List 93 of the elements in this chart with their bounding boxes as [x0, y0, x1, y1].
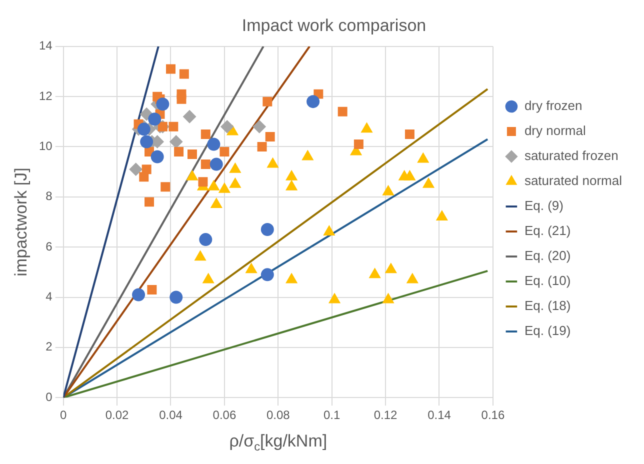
x-tick-label: 0.04	[159, 408, 183, 422]
point	[132, 288, 146, 302]
legend-label: Eq. (9)	[524, 198, 564, 214]
point	[385, 263, 397, 274]
point	[382, 185, 394, 196]
point	[187, 150, 197, 160]
y-tick-label: 10	[38, 139, 53, 154]
point	[286, 180, 298, 190]
y-tick-label: 6	[46, 239, 53, 254]
point	[265, 132, 275, 142]
point	[286, 170, 298, 180]
x-tick-label: 0.12	[374, 408, 398, 422]
point	[156, 98, 170, 111]
point	[338, 106, 348, 116]
point	[140, 135, 154, 148]
point	[207, 138, 220, 151]
point	[174, 147, 184, 157]
y-axis-title: impactwork [J]	[12, 168, 31, 276]
x-tick-label: 0.06	[212, 408, 236, 422]
point	[404, 129, 414, 139]
point	[148, 112, 162, 126]
point	[260, 223, 274, 236]
point	[404, 170, 416, 180]
point	[194, 250, 206, 261]
point	[137, 122, 150, 136]
point	[323, 226, 335, 236]
point	[144, 197, 154, 207]
point	[302, 150, 314, 160]
point	[199, 233, 212, 246]
point	[210, 158, 223, 171]
point	[198, 177, 208, 187]
point	[210, 198, 222, 208]
point	[262, 96, 272, 106]
point	[436, 210, 448, 220]
point	[229, 178, 241, 188]
point	[246, 263, 257, 274]
legend-label: saturated normal	[524, 173, 622, 188]
point	[229, 162, 241, 173]
x-tick-label: 0.08	[266, 408, 290, 422]
point	[202, 273, 214, 284]
y-tick-label: 12	[38, 88, 53, 103]
point	[220, 120, 234, 134]
x-tick-label: 0.16	[481, 408, 505, 422]
point	[328, 293, 340, 304]
point	[306, 95, 320, 108]
chart-title: Impact work comparison	[242, 16, 426, 35]
point	[186, 170, 198, 180]
point	[406, 273, 418, 284]
point	[170, 290, 183, 304]
point	[160, 182, 170, 192]
y-tick-label: 4	[46, 290, 53, 304]
point	[422, 178, 434, 188]
legend-label: Eq. (19)	[524, 323, 571, 338]
legend-label: dry frozen	[524, 98, 582, 114]
point	[267, 158, 278, 168]
point	[218, 182, 230, 193]
point	[417, 152, 429, 163]
legend-label: Eq. (18)	[524, 298, 571, 314]
point	[150, 150, 164, 164]
x-tick-label: 0.14	[428, 408, 452, 422]
legend-label: Eq. (21)	[524, 223, 571, 238]
point	[208, 180, 220, 190]
point	[166, 64, 176, 74]
x-tick-label: 0.02	[105, 408, 130, 422]
legend-label: saturated frozen	[524, 148, 618, 164]
point	[179, 69, 189, 79]
point	[142, 164, 152, 174]
point	[257, 142, 267, 152]
point	[168, 122, 178, 132]
point	[170, 135, 183, 148]
point	[361, 122, 372, 133]
point	[129, 162, 142, 176]
point	[260, 268, 274, 282]
point	[220, 147, 230, 157]
x-tick-label: 0.1	[324, 408, 341, 422]
legend-label: Eq. (20)	[524, 248, 571, 264]
legend-label: Eq. (10)	[524, 273, 571, 288]
point	[183, 110, 196, 124]
y-tick-label: 8	[46, 189, 53, 204]
point	[354, 139, 364, 149]
point	[200, 129, 210, 139]
point	[147, 284, 157, 294]
point	[200, 160, 210, 170]
x-tick-label: 0	[60, 408, 68, 422]
y-tick-label: 0	[46, 390, 53, 404]
point	[369, 268, 381, 278]
y-tick-label: 2	[46, 340, 53, 354]
legend-label: dry normal	[524, 123, 586, 138]
point	[286, 273, 298, 284]
point	[382, 293, 394, 304]
point	[252, 120, 266, 134]
y-tick-label: 14	[38, 38, 53, 53]
point	[176, 94, 186, 104]
